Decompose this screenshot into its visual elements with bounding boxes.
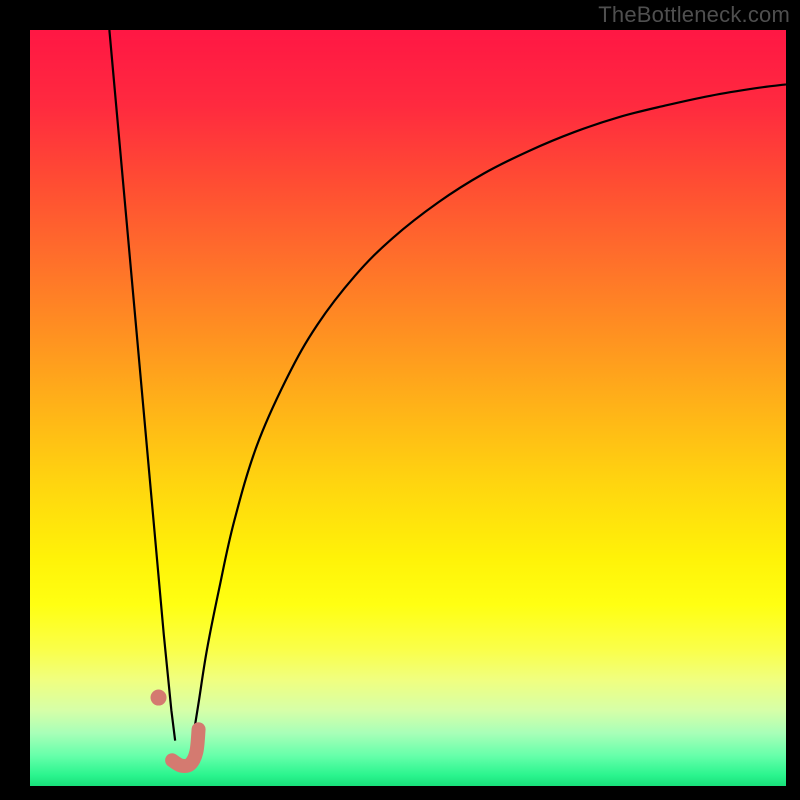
curve-right (193, 84, 786, 740)
chart-svg (30, 30, 786, 786)
watermark-text: TheBottleneck.com (598, 2, 790, 28)
stage: TheBottleneck.com (0, 0, 800, 800)
curve-left (109, 30, 175, 741)
marker-j (172, 729, 198, 766)
plot-area (30, 30, 786, 786)
marker-dot (151, 690, 167, 706)
